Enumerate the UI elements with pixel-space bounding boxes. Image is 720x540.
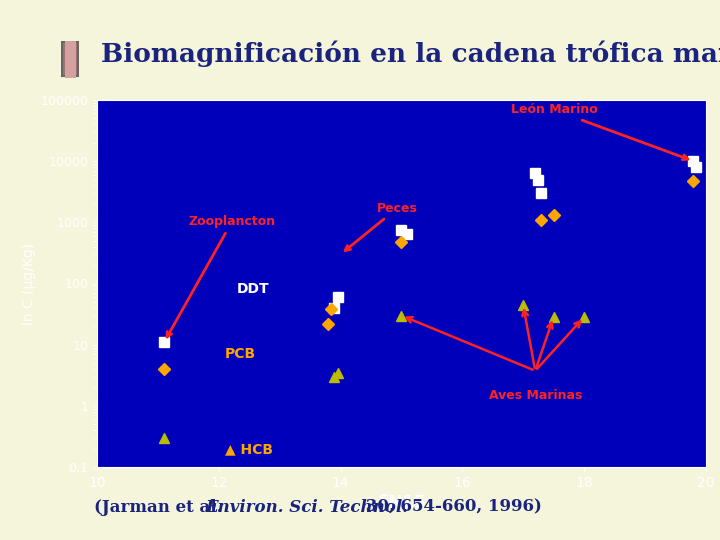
- FancyBboxPatch shape: [65, 40, 76, 78]
- Text: Peces: Peces: [345, 201, 418, 251]
- Text: Zooplancton: Zooplancton: [167, 215, 276, 337]
- Text: (Jarman et al.: (Jarman et al.: [94, 499, 228, 516]
- Text: Environ. Sci. Technol.: Environ. Sci. Technol.: [205, 499, 408, 516]
- Text: Aves Marinas: Aves Marinas: [489, 389, 582, 402]
- Text: León Marino: León Marino: [511, 104, 688, 160]
- Text: Biomagnificación en la cadena trófica marina: Biomagnificación en la cadena trófica ma…: [101, 40, 720, 68]
- Y-axis label: ln C (μg/Kg): ln C (μg/Kg): [22, 242, 36, 325]
- X-axis label: δN15: δN15: [377, 494, 426, 512]
- Text: 30, 654-660, 1996): 30, 654-660, 1996): [360, 499, 542, 516]
- Text: ▲ HCB: ▲ HCB: [225, 442, 273, 456]
- Text: DDT: DDT: [237, 282, 270, 296]
- FancyBboxPatch shape: [62, 42, 78, 76]
- Text: PCB: PCB: [225, 347, 256, 361]
